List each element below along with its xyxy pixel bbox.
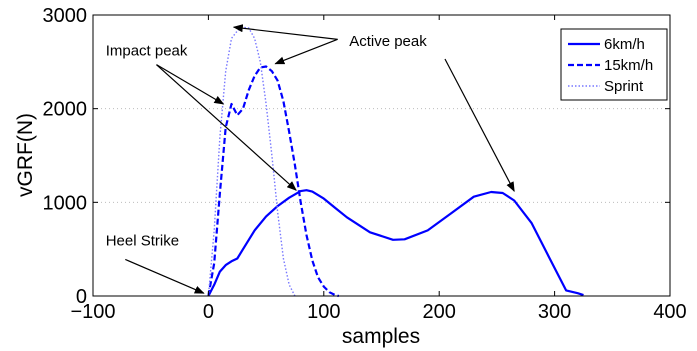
annotation-arrow: [125, 258, 205, 294]
legend: 6km/h 15km/h Sprint: [560, 28, 668, 101]
annotations: Active peak Impact peak Heel Strike: [106, 33, 428, 250]
annotation-arrow: [156, 64, 225, 105]
plot-frame: [92, 14, 671, 297]
annotation-arrows: [125, 24, 515, 294]
legend-label: 15km/h: [604, 57, 653, 74]
y-tick-label: 2000: [43, 99, 88, 121]
annotation-label: Active peak: [349, 33, 427, 50]
annotation-arrow: [232, 24, 338, 40]
legend-label: Sprint: [604, 78, 644, 95]
annotation-label: Heel Strike: [106, 232, 179, 249]
gridlines: [93, 108, 670, 203]
y-tick-label: 1000: [43, 192, 88, 214]
x-tick-label: 400: [653, 301, 686, 323]
annotation-arrow: [156, 64, 297, 191]
series-line-1: [207, 65, 340, 298]
ticks: [92, 14, 671, 297]
annotation-label: Impact peak: [106, 42, 188, 59]
series-line-0: [207, 189, 584, 297]
x-tick-label: 0: [203, 301, 214, 323]
y-tick-label: 3000: [43, 5, 88, 27]
legend-label: 6km/h: [604, 36, 645, 53]
y-tick-label: 0: [76, 286, 87, 308]
x-tick-label: −100: [70, 301, 115, 323]
y-axis-label: vGRF(N): [14, 113, 37, 197]
annotation-arrow: [274, 38, 338, 65]
x-tick-label: 300: [538, 301, 571, 323]
x-tick-label: 200: [423, 301, 456, 323]
x-axis-label: samples: [342, 325, 420, 348]
annotation-arrow: [444, 58, 515, 192]
x-tick-label: 100: [307, 301, 340, 323]
